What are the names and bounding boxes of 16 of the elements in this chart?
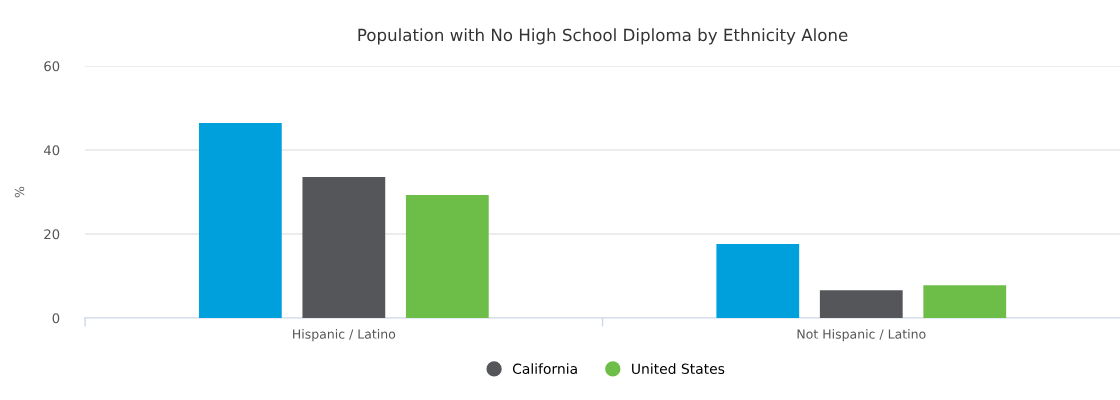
bar bbox=[302, 176, 386, 318]
bar bbox=[819, 290, 903, 318]
y-axis-title: % bbox=[14, 186, 25, 198]
bar bbox=[405, 194, 489, 318]
x-tick-label: Not Hispanic / Latino bbox=[797, 329, 926, 342]
bar bbox=[923, 285, 1007, 318]
legend-label: United States bbox=[632, 363, 725, 375]
y-tick-label: 60 bbox=[44, 61, 60, 72]
y-tick-label: 20 bbox=[44, 229, 60, 240]
bar bbox=[716, 244, 800, 318]
chart-title: Population with No High School Diploma by Ethnicity Alone bbox=[358, 28, 848, 45]
y-tick-label: 0 bbox=[52, 313, 60, 324]
bar bbox=[198, 123, 282, 318]
x-tick-label: Hispanic / Latino bbox=[293, 329, 396, 342]
legend-label: California bbox=[512, 363, 577, 375]
y-tick-label: 40 bbox=[43, 145, 60, 156]
